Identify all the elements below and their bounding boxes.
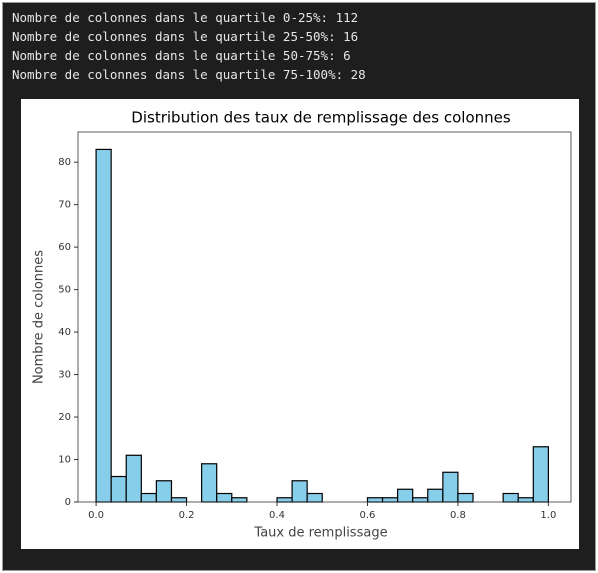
bar	[216, 492, 233, 503]
y-tick-label: 80	[58, 157, 71, 168]
x-axis-label: Taux de remplissage	[253, 526, 387, 541]
y-tick-label: 10	[58, 455, 71, 466]
bar	[397, 488, 414, 503]
y-tick-label: 70	[58, 200, 71, 211]
bar	[532, 446, 549, 503]
output-line: Nombre de colonnes dans le quartile 50-7…	[12, 48, 351, 63]
y-tick-label: 0	[65, 497, 71, 508]
x-tick-label: 0.6	[360, 510, 376, 521]
x-tick-label: 0.2	[179, 510, 195, 521]
bar	[125, 454, 142, 503]
bar	[291, 480, 308, 503]
bar	[502, 492, 519, 503]
y-tick-label: 60	[58, 242, 71, 253]
output-line: Nombre de colonnes dans le quartile 0-25…	[12, 10, 359, 25]
bar	[276, 497, 293, 503]
plot-frame	[77, 131, 572, 503]
chart-title: Distribution des taux de remplissage des…	[131, 109, 511, 127]
bar	[412, 497, 429, 503]
y-tick-label: 50	[58, 285, 71, 296]
y-axis-label: Nombre de colonnes	[32, 250, 47, 384]
bar	[170, 497, 188, 503]
x-tick-label: 0.0	[88, 510, 104, 521]
bar	[95, 148, 112, 503]
bar	[140, 492, 157, 503]
output-line: Nombre de colonnes dans le quartile 25-5…	[12, 29, 359, 44]
output-line: Nombre de colonnes dans le quartile 75-1…	[12, 67, 366, 82]
y-tick-label: 30	[58, 370, 71, 381]
bar	[427, 488, 444, 503]
bar	[201, 463, 218, 503]
bar	[517, 497, 534, 503]
bar	[110, 475, 127, 503]
x-tick-label: 1.0	[540, 510, 556, 521]
x-tick-label: 0.8	[450, 510, 466, 521]
y-tick-label: 40	[58, 327, 71, 338]
bar	[457, 492, 474, 503]
x-tick-label: 0.4	[269, 510, 285, 521]
bar	[442, 471, 459, 503]
chart: Distribution des taux de remplissage des…	[21, 99, 579, 549]
console-output: Nombre de colonnes dans le quartile 0-25…	[12, 8, 366, 84]
chart-background	[21, 99, 579, 549]
bar	[366, 497, 384, 503]
bar	[381, 497, 399, 503]
bar	[155, 480, 173, 503]
bar	[306, 492, 323, 503]
bar	[231, 497, 248, 503]
y-tick-label: 20	[58, 412, 71, 423]
